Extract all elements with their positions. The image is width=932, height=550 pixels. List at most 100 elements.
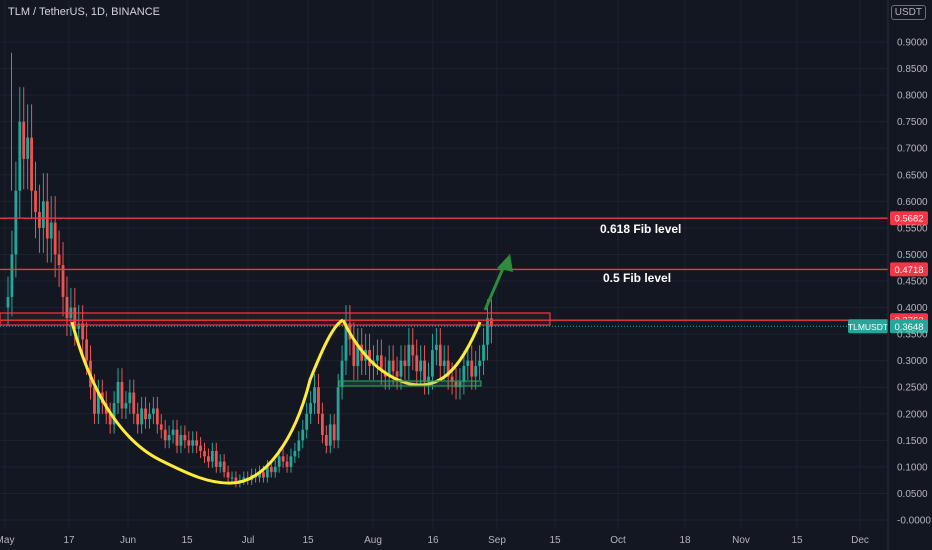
candle-body	[376, 355, 379, 361]
candle-body	[93, 387, 96, 414]
x-tick-label: 15	[181, 535, 193, 546]
y-tick-label: 0.7000	[897, 144, 928, 155]
x-tick-label: Jul	[242, 535, 255, 546]
candle-body	[155, 408, 159, 425]
candle-body	[313, 387, 316, 404]
time-axis[interactable]: May 17 Jun 15 Jul 15 Aug 16 Sep 15 Oct 18 Nov 15 Dec	[0, 535, 869, 546]
candle-body	[293, 450, 297, 457]
candle-body	[26, 137, 30, 159]
candle-body	[124, 403, 128, 409]
candle-body	[403, 360, 407, 366]
candle-body	[148, 413, 151, 420]
level-price-label: 0.4718	[894, 265, 923, 276]
handle-support-box	[338, 380, 482, 387]
candle-body	[289, 456, 293, 467]
x-tick-label: Dec	[851, 535, 869, 546]
candle-body	[140, 408, 144, 425]
candle-body	[230, 477, 234, 479]
candle-body	[199, 445, 202, 451]
y-tick-label: 0.6000	[897, 197, 928, 208]
candle-body	[415, 355, 419, 372]
last-price-label: 0.3648	[894, 322, 923, 333]
candle-body	[222, 461, 226, 473]
candle-body	[427, 376, 430, 382]
candle-body	[112, 403, 116, 425]
y-tick-label: 0.7500	[897, 117, 928, 128]
candle-body	[38, 211, 41, 228]
y-tick-label: 0.5000	[897, 250, 928, 261]
candle-body	[458, 381, 462, 388]
candle-body	[317, 387, 320, 414]
candle-body	[57, 254, 61, 266]
y-tick-label: -0.0000	[897, 516, 931, 527]
y-tick-label: 0.4500	[897, 277, 928, 288]
candle-body	[14, 190, 18, 255]
candle-body	[273, 466, 277, 473]
handle-curve	[341, 319, 482, 387]
x-tick-label: Sep	[488, 535, 506, 546]
candle-body	[18, 121, 22, 191]
x-tick-label: 15	[791, 535, 803, 546]
price-axis[interactable]: 0.9000 0.8500 0.8000 0.7500 0.7000 0.6500 0.60…	[887, 0, 931, 550]
pattern-drawings[interactable]	[70, 254, 513, 485]
candle-body	[65, 296, 69, 319]
candle-body	[442, 360, 446, 366]
x-tick-label: 15	[549, 535, 561, 546]
candle-body	[191, 440, 195, 446]
candle-body	[434, 344, 438, 351]
x-tick-label: 16	[427, 535, 439, 546]
candle-body	[328, 424, 332, 446]
candle-body	[132, 392, 136, 414]
symbol-label: TLMUSDT	[848, 322, 888, 332]
candle-body	[195, 440, 199, 446]
candle-body	[486, 318, 489, 345]
candle-body	[324, 435, 328, 446]
candle-body	[30, 137, 33, 191]
candle-body	[379, 355, 383, 372]
candle-body	[474, 365, 478, 377]
candle-body	[356, 344, 360, 366]
candle-body	[183, 435, 187, 441]
candle-body	[438, 344, 442, 366]
breakout-arrow-shaft	[483, 265, 506, 311]
candle-body	[411, 344, 415, 356]
candle-body	[391, 360, 395, 372]
candle-body	[450, 376, 454, 382]
candle-body	[407, 344, 411, 366]
candle-body	[218, 461, 222, 467]
y-tick-label: 0.2000	[897, 409, 928, 420]
candle-body	[242, 477, 246, 481]
candle-body	[61, 265, 65, 297]
candle-body	[214, 450, 218, 467]
y-tick-label: 0.9000	[897, 38, 928, 49]
candle-body	[297, 440, 301, 451]
candle-body	[163, 429, 167, 441]
candle-body	[85, 339, 88, 361]
currency-button[interactable]: USDT	[890, 5, 926, 20]
y-tick-label: 0.0500	[897, 489, 928, 500]
x-tick-label: May	[0, 535, 14, 546]
candle-body	[309, 403, 313, 414]
candle-body	[179, 435, 183, 446]
x-tick-label: 18	[679, 535, 691, 546]
candle-body	[265, 466, 269, 478]
level-price-label: 0.5682	[894, 214, 923, 225]
x-tick-label: 17	[63, 535, 75, 546]
candle-body	[285, 461, 289, 467]
level-price-tag	[890, 262, 928, 277]
candle-body	[226, 472, 230, 478]
resistance-zone	[0, 312, 551, 326]
candle-body	[332, 424, 336, 441]
y-tick-label: 0.4000	[897, 303, 928, 314]
candle-body	[423, 360, 426, 382]
y-tick-label: 0.1500	[897, 436, 928, 447]
candle-body	[462, 365, 466, 382]
candle-body	[203, 450, 206, 457]
candle-body	[207, 456, 210, 462]
breakout-arrow-head	[497, 254, 513, 272]
candle-body	[152, 408, 155, 414]
candle-body	[395, 371, 399, 377]
last-price-tag	[890, 319, 928, 334]
